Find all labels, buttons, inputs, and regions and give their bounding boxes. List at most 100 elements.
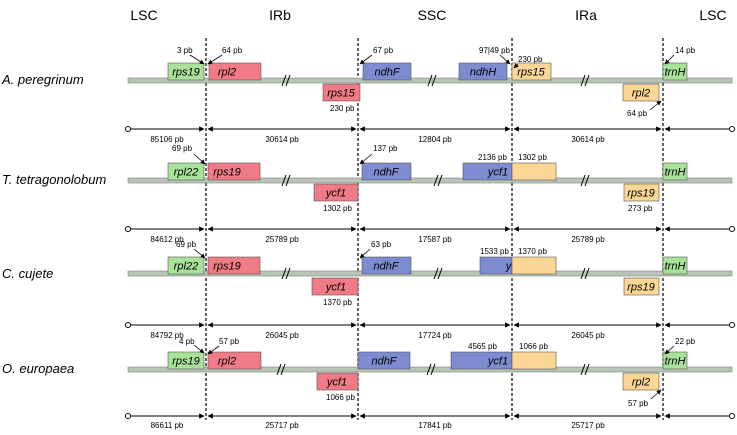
- gene-label: ndhF: [374, 67, 400, 79]
- gene-label: ndhF: [371, 356, 397, 368]
- break-mark: [580, 267, 590, 280]
- annotation-arrow: [513, 63, 519, 69]
- gene-box-ycf1: [316, 372, 359, 391]
- break-mark: [281, 174, 291, 187]
- gene-box-ndhF: [361, 256, 412, 275]
- gene-label: ndhF: [373, 261, 399, 273]
- break-mark: [433, 267, 443, 280]
- region-length-ssc: 17724 pb: [418, 331, 452, 340]
- gene-label: trnH: [665, 356, 686, 368]
- gene-label: rpl2: [218, 356, 236, 368]
- distance-annotation: 1370 pb: [518, 247, 547, 256]
- gene-box-ndhH: [458, 62, 508, 81]
- species-name: A. peregrinum: [1, 72, 84, 87]
- length-line-end: [124, 225, 132, 233]
- annotation-arrow: [207, 345, 220, 355]
- annotation-arrow: [664, 345, 675, 355]
- distance-annotation: 2136 pb: [478, 153, 507, 162]
- gene-label: rps19: [172, 356, 200, 368]
- gene-label: rps15: [327, 88, 355, 100]
- distance-annotation: 57 pb: [628, 399, 649, 408]
- gene-label: ndhF: [373, 167, 399, 179]
- region-length-lsc: 85106 pb: [150, 135, 184, 144]
- gene-box-rps19-ira: [623, 277, 660, 296]
- distance-annotation: 1302 pb: [518, 153, 547, 162]
- gene-label: ycf1: [487, 356, 508, 368]
- region-length-lsc: 86611 pb: [151, 421, 184, 430]
- region-header-lsc-right: LSC: [699, 7, 726, 23]
- region-length-irb: 25717 pb: [265, 421, 299, 430]
- length-line-end: [728, 125, 736, 133]
- gene-box-ndhF: [362, 62, 412, 81]
- distance-annotation: 1533 pb: [480, 247, 509, 256]
- gene-box-rps19: [207, 162, 261, 181]
- region-length-ssc: 17841 pb: [418, 421, 452, 430]
- break-mark: [433, 174, 443, 187]
- annotation-arrow: [649, 100, 662, 111]
- annotation-arrow: [359, 54, 373, 65]
- gene-label: rpl2: [632, 88, 650, 100]
- annotation-arrow: [664, 54, 675, 65]
- region-length-ssc: 17587 pb: [418, 235, 452, 244]
- gene-label: rps19: [172, 67, 200, 79]
- gene-label: rps19: [213, 167, 241, 179]
- gene-label: rps15: [517, 67, 545, 79]
- region-header-lsc-left: LSC: [130, 7, 157, 23]
- species-row-t-tetragonolobum: T. tetragonolobum rpl22 rps19 ycf1 ndhF …: [2, 144, 736, 244]
- gene-label: trnH: [665, 261, 686, 273]
- gene-label: ycf1: [325, 282, 346, 294]
- region-header-irb: IRb: [269, 7, 291, 23]
- gene-box-rpl22: [167, 162, 205, 181]
- gene-box-trnH: [662, 256, 688, 275]
- gene-box-trnH: [662, 162, 688, 181]
- distance-annotation: 273 pb: [628, 204, 653, 213]
- break-mark: [426, 363, 436, 376]
- gene-box-rpl2: [207, 351, 262, 370]
- gene-box-rps19: [207, 256, 261, 275]
- annotation-arrow: [193, 248, 206, 259]
- gene-box-ycf1-ira: [511, 256, 557, 275]
- species-row-c-cujete: C. cujete rpl22 rps19 ycf1 ndhF ycf1 rps…: [2, 240, 736, 340]
- break-mark: [427, 74, 437, 87]
- distance-annotation: 69 pb: [172, 144, 193, 153]
- break-mark: [580, 363, 590, 376]
- break-mark: [580, 74, 590, 87]
- gene-label: rpl2: [218, 67, 236, 79]
- distance-annotation: 14 pb: [675, 46, 696, 55]
- region-length-ssc: 12804 pb: [418, 135, 452, 144]
- region-length-ira: 25789 pb: [571, 235, 605, 244]
- region-length-ira: 26045 pb: [571, 331, 605, 340]
- distance-annotation: 97|49 pb: [479, 46, 511, 55]
- break-mark: [281, 74, 291, 87]
- distance-annotation: 64 pb: [222, 46, 243, 55]
- region-header-ira: IRa: [575, 7, 597, 23]
- distance-annotation: 1066 pb: [326, 393, 355, 402]
- species-row-a-peregrinum: A. peregrinum rps19 rpl2 rps15 ndhF ndhH…: [1, 46, 736, 144]
- distance-annotation: 63 pb: [371, 240, 392, 249]
- annotation-arrow: [193, 344, 205, 354]
- length-line-end: [728, 225, 736, 233]
- length-line-end: [124, 125, 132, 133]
- gene-box-rpl2-ira: [622, 83, 660, 102]
- annotation-arrow: [207, 54, 223, 65]
- gene-box-rps19: [167, 62, 205, 81]
- gene-box-ycf1-ira: [511, 351, 557, 370]
- region-length-irb: 26045 pb: [265, 331, 299, 340]
- gene-label: ycf1: [487, 167, 508, 179]
- gene-box-ndhF: [361, 162, 412, 181]
- annotation-arrow: [499, 54, 511, 65]
- gene-box-trnH: [662, 351, 688, 370]
- distance-annotation: 22 pb: [675, 337, 696, 346]
- region-length-irb: 30614 pb: [265, 135, 299, 144]
- length-line-end: [728, 412, 736, 420]
- distance-annotation: 69 pb: [176, 240, 197, 249]
- species-name: O. europaea: [2, 361, 74, 376]
- region-length-ira: 25717 pb: [571, 421, 605, 430]
- region-header-ssc: SSC: [418, 7, 447, 23]
- region-length-lsc: 84612 pb: [150, 235, 184, 244]
- length-line-end: [728, 321, 736, 329]
- gene-box-ycf1-ira: [511, 162, 557, 181]
- genome-backbone: [127, 270, 733, 277]
- annotation-arrow: [359, 153, 373, 165]
